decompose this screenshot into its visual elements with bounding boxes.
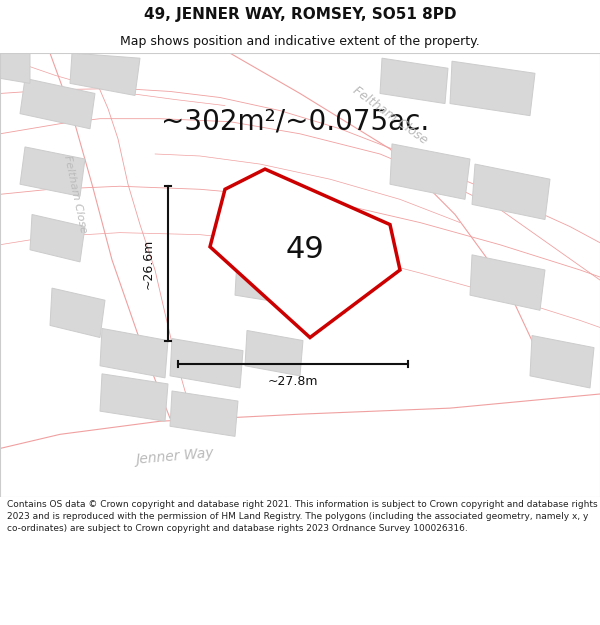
Polygon shape: [170, 339, 243, 388]
Polygon shape: [210, 169, 400, 338]
Polygon shape: [100, 374, 168, 421]
Polygon shape: [170, 391, 238, 436]
Polygon shape: [380, 58, 448, 104]
Polygon shape: [472, 164, 550, 219]
Polygon shape: [0, 53, 30, 83]
Text: Jenner Way: Jenner Way: [135, 446, 215, 467]
Polygon shape: [70, 53, 140, 96]
Polygon shape: [235, 259, 288, 303]
Text: ~26.6m: ~26.6m: [142, 238, 155, 289]
Polygon shape: [100, 329, 168, 378]
Polygon shape: [20, 147, 85, 196]
Text: 49: 49: [286, 235, 325, 264]
Polygon shape: [20, 78, 95, 129]
Text: Map shows position and indicative extent of the property.: Map shows position and indicative extent…: [120, 35, 480, 48]
Polygon shape: [390, 144, 470, 199]
Text: Feltham Close: Feltham Close: [350, 84, 430, 147]
Polygon shape: [292, 269, 348, 313]
Text: ~302m²/~0.075ac.: ~302m²/~0.075ac.: [161, 107, 429, 136]
Polygon shape: [30, 214, 85, 262]
Polygon shape: [470, 255, 545, 310]
Text: ~27.8m: ~27.8m: [268, 376, 318, 388]
Polygon shape: [245, 331, 303, 376]
Polygon shape: [450, 61, 535, 116]
Text: Contains OS data © Crown copyright and database right 2021. This information is : Contains OS data © Crown copyright and d…: [7, 500, 598, 532]
Text: Feltham Close: Feltham Close: [62, 154, 88, 234]
Text: 49, JENNER WAY, ROMSEY, SO51 8PD: 49, JENNER WAY, ROMSEY, SO51 8PD: [144, 8, 456, 22]
Polygon shape: [530, 336, 594, 388]
Polygon shape: [50, 288, 105, 338]
